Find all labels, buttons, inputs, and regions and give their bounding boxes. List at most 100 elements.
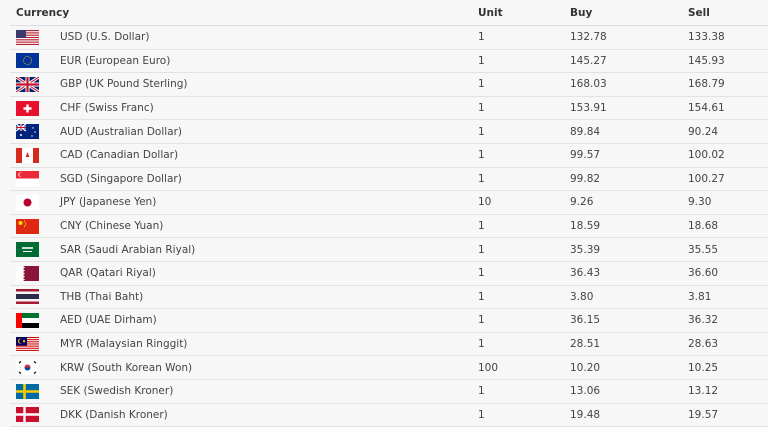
sell-rate: 168.79 — [688, 72, 768, 97]
currency-name: CNY (Chinese Yuan) — [60, 214, 478, 239]
table-row: SGD (Singapore Dollar) 1 99.82 100.27 — [10, 167, 768, 192]
uk-flag-icon — [16, 76, 39, 92]
buy-rate: 89.84 — [570, 119, 688, 144]
table-row: EUR (European Euro) 1 145.27 145.93 — [10, 49, 768, 74]
buy-rate: 99.82 — [570, 167, 688, 192]
sell-rate: 90.24 — [688, 119, 768, 144]
flag-cell — [10, 167, 60, 192]
buy-rate: 153.91 — [570, 96, 688, 121]
buy-rate: 18.59 — [570, 214, 688, 239]
unit-value: 1 — [478, 143, 570, 168]
unit-value: 1 — [478, 237, 570, 262]
table-row: SAR (Saudi Arabian Riyal) 1 35.39 35.55 — [10, 237, 768, 262]
flag-cell — [10, 214, 60, 239]
flag-cell — [10, 119, 60, 144]
flag-cell — [10, 143, 60, 168]
flag-cell — [10, 96, 60, 121]
currency-name: EUR (European Euro) — [60, 49, 478, 74]
table-row: KRW (South Korean Won) 100 10.20 10.25 — [10, 355, 768, 380]
currency-name: QAR (Qatari Riyal) — [60, 261, 478, 286]
unit-value: 1 — [478, 285, 570, 310]
table-header-row: Currency Unit Buy Sell — [10, 0, 768, 26]
table-row: SEK (Swedish Kroner) 1 13.06 13.12 — [10, 379, 768, 404]
au-flag-icon — [16, 124, 39, 140]
sell-rate: 18.68 — [688, 214, 768, 239]
unit-value: 10 — [478, 190, 570, 215]
sell-rate: 35.55 — [688, 237, 768, 262]
header-currency: Currency — [10, 0, 478, 26]
flag-cell — [10, 72, 60, 97]
flag-cell — [10, 379, 60, 404]
eu-flag-icon — [16, 53, 39, 69]
table-row: CAD (Canadian Dollar) 1 99.57 100.02 — [10, 143, 768, 168]
flag-cell — [10, 355, 60, 380]
us-flag-icon — [16, 29, 39, 45]
table-row: THB (Thai Baht) 1 3.80 3.81 — [10, 285, 768, 310]
currency-name: CHF (Swiss Franc) — [60, 96, 478, 121]
table-row: USD (U.S. Dollar) 1 132.78 133.38 — [10, 25, 768, 50]
cn-flag-icon — [16, 218, 39, 234]
table-row: AUD (Australian Dollar) 1 89.84 90.24 — [10, 119, 768, 144]
sell-rate: 28.63 — [688, 332, 768, 357]
qa-flag-icon — [16, 265, 39, 281]
sell-rate: 3.81 — [688, 285, 768, 310]
table-row: CHF (Swiss Franc) 1 153.91 154.61 — [10, 96, 768, 121]
buy-rate: 168.03 — [570, 72, 688, 97]
unit-value: 1 — [478, 167, 570, 192]
buy-rate: 9.26 — [570, 190, 688, 215]
currency-name: SGD (Singapore Dollar) — [60, 167, 478, 192]
currency-name: AED (UAE Dirham) — [60, 308, 478, 333]
unit-value: 1 — [478, 332, 570, 357]
currency-name: AUD (Australian Dollar) — [60, 119, 478, 144]
unit-value: 1 — [478, 49, 570, 74]
currency-name: USD (U.S. Dollar) — [60, 25, 478, 50]
buy-rate: 132.78 — [570, 25, 688, 50]
unit-value: 1 — [478, 261, 570, 286]
se-flag-icon — [16, 383, 39, 399]
buy-rate: 28.51 — [570, 332, 688, 357]
currency-name: DKK (Danish Kroner) — [60, 403, 478, 427]
flag-cell — [10, 332, 60, 357]
unit-value: 100 — [478, 355, 570, 380]
currency-name: GBP (UK Pound Sterling) — [60, 72, 478, 97]
buy-rate: 10.20 — [570, 355, 688, 380]
sell-rate: 154.61 — [688, 96, 768, 121]
sell-rate: 100.02 — [688, 143, 768, 168]
table-row: AED (UAE Dirham) 1 36.15 36.32 — [10, 308, 768, 333]
table-row: CNY (Chinese Yuan) 1 18.59 18.68 — [10, 214, 768, 239]
buy-rate: 35.39 — [570, 237, 688, 262]
currency-name: CAD (Canadian Dollar) — [60, 143, 478, 168]
currency-name: THB (Thai Baht) — [60, 285, 478, 310]
table-row: GBP (UK Pound Sterling) 1 168.03 168.79 — [10, 72, 768, 97]
currency-name: SEK (Swedish Kroner) — [60, 379, 478, 404]
unit-value: 1 — [478, 403, 570, 427]
flag-cell — [10, 261, 60, 286]
flag-cell — [10, 190, 60, 215]
flag-cell — [10, 237, 60, 262]
unit-value: 1 — [478, 308, 570, 333]
table-row: JPY (Japanese Yen) 10 9.26 9.30 — [10, 190, 768, 215]
table-row: DKK (Danish Kroner) 1 19.48 19.57 — [10, 403, 768, 427]
unit-value: 1 — [478, 25, 570, 50]
currency-name: JPY (Japanese Yen) — [60, 190, 478, 215]
buy-rate: 145.27 — [570, 49, 688, 74]
jp-flag-icon — [16, 194, 39, 210]
sell-rate: 10.25 — [688, 355, 768, 380]
sell-rate: 133.38 — [688, 25, 768, 50]
currency-name: MYR (Malaysian Ringgit) — [60, 332, 478, 357]
flag-cell — [10, 403, 60, 427]
table-row: QAR (Qatari Riyal) 1 36.43 36.60 — [10, 261, 768, 286]
sell-rate: 9.30 — [688, 190, 768, 215]
th-flag-icon — [16, 289, 39, 305]
flag-cell — [10, 308, 60, 333]
ca-flag-icon — [16, 147, 39, 163]
currency-name: SAR (Saudi Arabian Riyal) — [60, 237, 478, 262]
flag-cell — [10, 49, 60, 74]
sell-rate: 100.27 — [688, 167, 768, 192]
header-buy: Buy — [570, 0, 688, 26]
my-flag-icon — [16, 336, 39, 352]
header-unit: Unit — [478, 0, 570, 26]
sell-rate: 19.57 — [688, 403, 768, 427]
buy-rate: 99.57 — [570, 143, 688, 168]
ch-flag-icon — [16, 100, 39, 116]
